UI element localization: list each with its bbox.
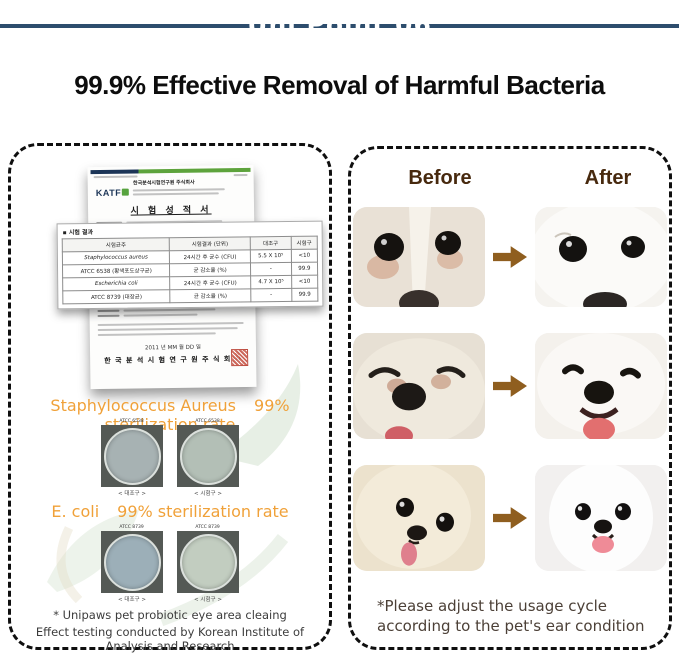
- petri-photo: [101, 531, 163, 593]
- result-table-caption: ▪ 시험 결과: [62, 229, 94, 237]
- left-footnote-line2: Effect testing conducted by Korean Insti…: [35, 625, 305, 653]
- dog-face-after-photo: [535, 333, 667, 439]
- dog-pom-before-photo: [353, 465, 485, 571]
- petri-row-ecoli: ATCC 8739 < 대조구 > ATCC 8739 < 시험구 >: [11, 524, 329, 603]
- dog-eyes-before-photo: [353, 207, 485, 307]
- before-after-panel: Before After: [348, 146, 672, 650]
- petri-test: ATCC 6538 < 시험구 >: [177, 418, 239, 497]
- certificate-pageline: [93, 173, 248, 179]
- banner-divider-line: [0, 24, 679, 28]
- dog-eyes-after-photo: [535, 207, 667, 307]
- page-title: 99.9% Effective Removal of Harmful Bacte…: [74, 70, 605, 100]
- col-header: 대조구: [250, 236, 292, 250]
- petri-photo: [177, 425, 239, 487]
- col-header: 시험결과 (단위): [169, 236, 251, 251]
- arrow-right-icon: [493, 507, 527, 529]
- katf-logo-mark: [122, 188, 130, 196]
- before-label: Before: [408, 167, 472, 189]
- dog-pom-after-photo: [535, 465, 667, 571]
- comparison-row-2: [351, 333, 669, 439]
- arrow-right-icon: [493, 246, 527, 268]
- petri-control: ATCC 8739 < 대조구 >: [101, 524, 163, 603]
- petri-control: ATCC 6538 < 대조구 >: [101, 418, 163, 497]
- certificate-issuer: 한 국 분 석 시 험 연 구 원 주 식 회 사: [96, 348, 250, 367]
- col-header: 시험균주: [62, 237, 170, 252]
- petri-photo: [101, 425, 163, 487]
- certificate-date: 2011 년 MM 월 DD 일: [144, 344, 201, 352]
- text-line-placeholder: [133, 192, 220, 196]
- petri-row-staph: ATCC 6538 < 대조구 > ATCC 6538 < 시험구 >: [11, 418, 329, 497]
- comparison-row-1: [351, 207, 669, 307]
- certificate-org-name: 한국분석시험연구원 주식회사: [132, 179, 195, 187]
- comparison-row-3: [351, 465, 669, 571]
- result-table-popout: ▪ 시험 결과 시험균주 시험결과 (단위) 대조구 시험구 Staphyloc…: [56, 220, 324, 310]
- arrow-right-icon: [493, 375, 527, 397]
- certificate-title: 시 험 성 적 서: [130, 205, 212, 217]
- right-footnote: *Please adjust the usage cycle according…: [377, 597, 645, 635]
- text-line-placeholder: [133, 188, 226, 192]
- text-line-placeholder: [93, 175, 138, 179]
- petri-photo: [177, 531, 239, 593]
- after-label: After: [584, 167, 632, 189]
- result-line-ecoli: E. coli 99% sterilization rate: [51, 502, 289, 521]
- dog-face-before-photo: [353, 333, 485, 439]
- certificate-header-bar: [90, 167, 251, 175]
- section-banner: Uni Point 06: [247, 10, 432, 39]
- petri-test: ATCC 8739 < 시험구 >: [177, 524, 239, 603]
- left-footnote-line1: * Unipaws pet probiotic eye area cleaing: [53, 608, 287, 622]
- katf-logo: KATF: [96, 181, 130, 200]
- red-seal-stamp: [231, 348, 249, 367]
- lab-test-panel: KATF 한국분석시험연구원 주식회사 시 험 성 적 서 201: [8, 143, 332, 653]
- table-row: ATCC 8739 (대장균) 균 감소율 (%) - 99.9: [62, 288, 318, 304]
- text-line-placeholder: [233, 173, 248, 177]
- result-table: 시험균주 시험결과 (단위) 대조구 시험구 Staphylococcus au…: [62, 236, 319, 305]
- col-header: 시험구: [290, 236, 318, 250]
